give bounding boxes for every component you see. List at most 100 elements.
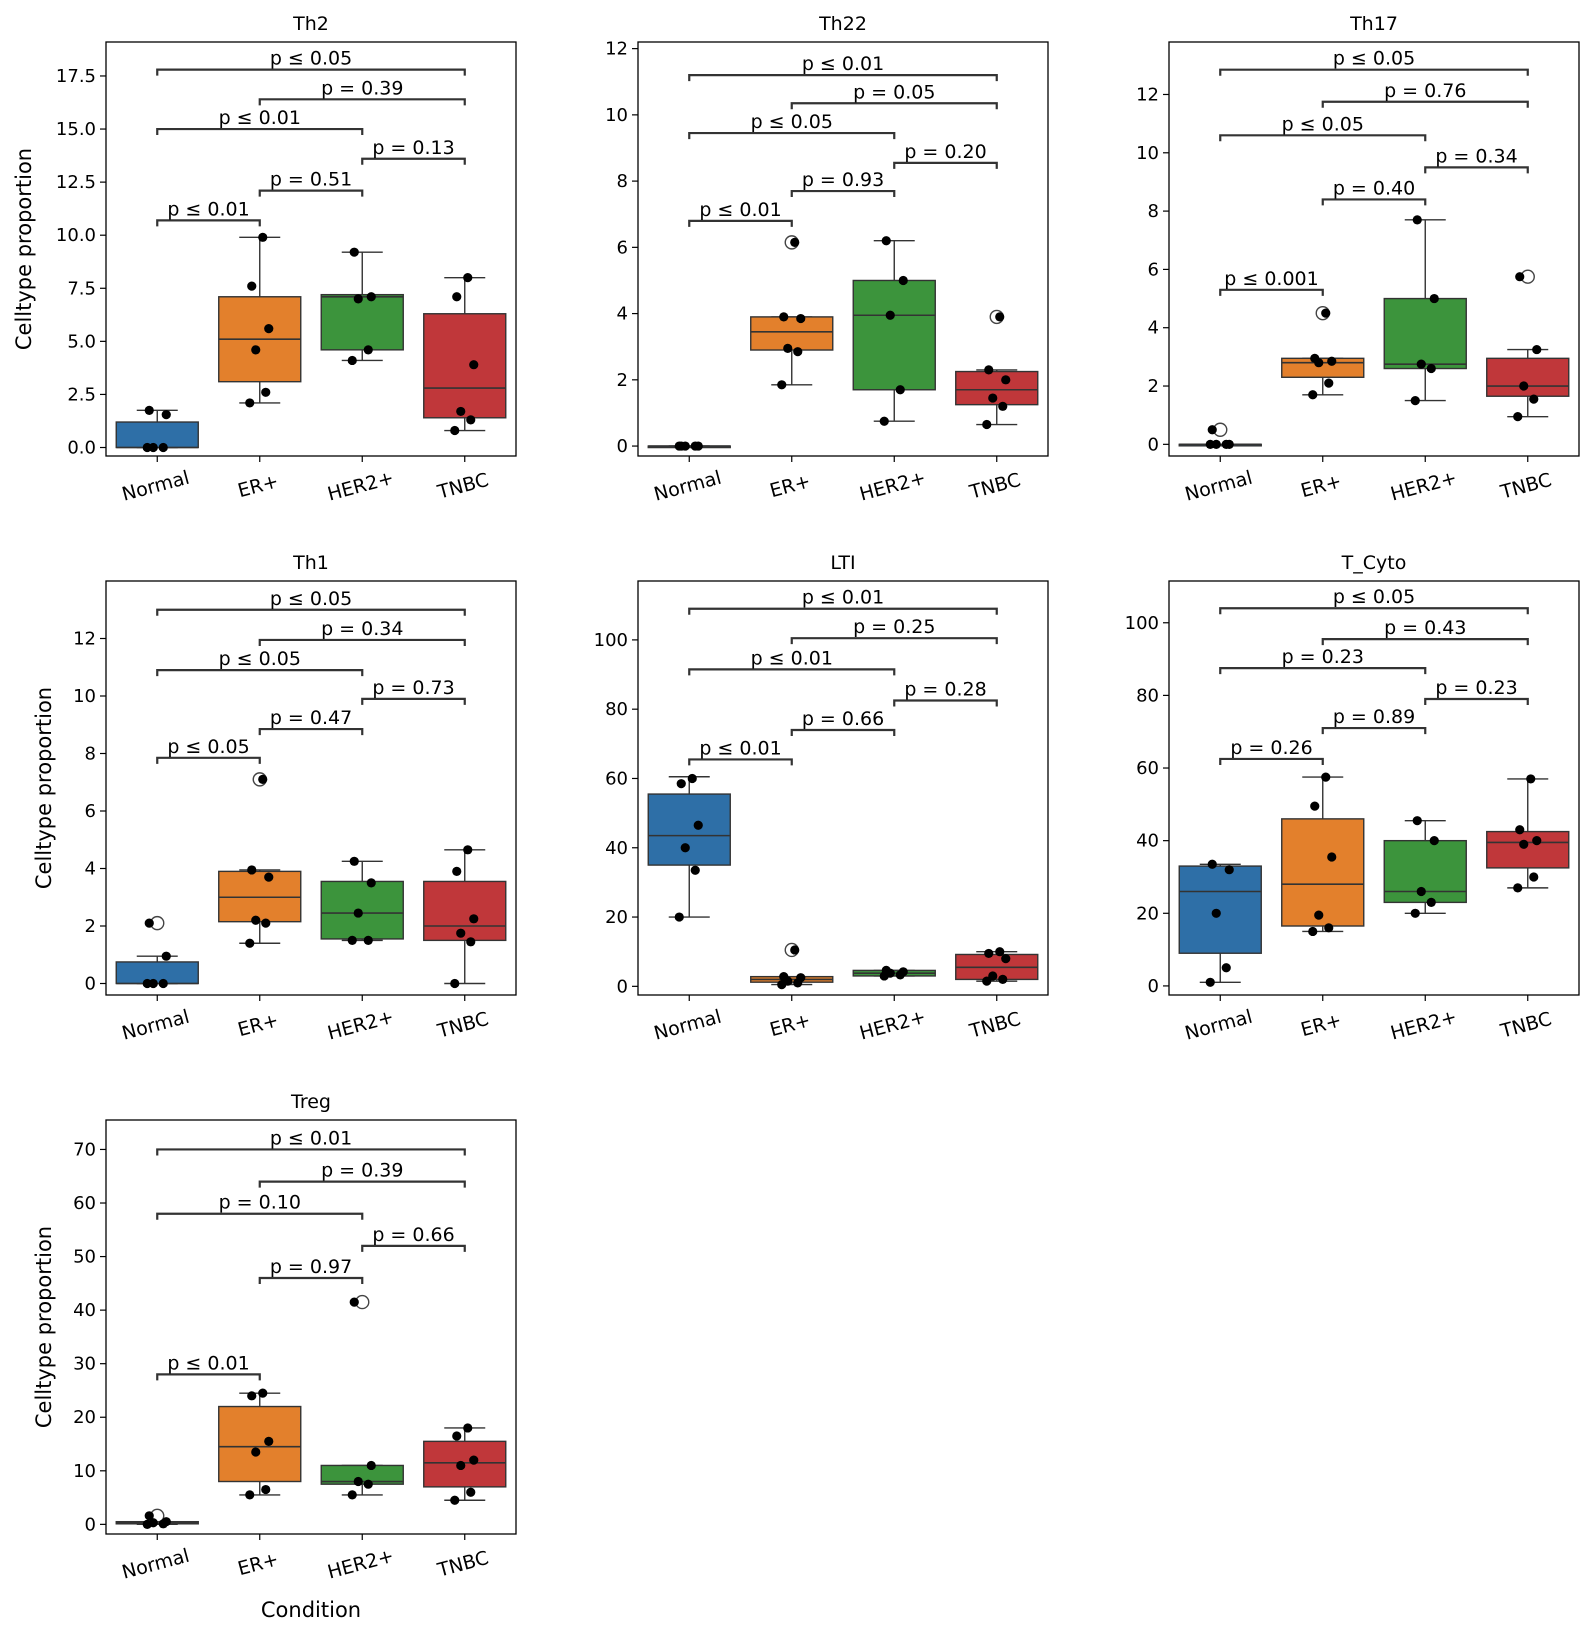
bracket-line [156,669,364,677]
data-point [885,310,895,320]
data-point [1519,381,1529,391]
panel-th2: Th2 0.0 2.5 5.0 7.5 10.0 12.5 15.0 17.5 Normal ER+… [12,13,517,506]
data-point [998,401,1008,411]
significance-bracket: p = 0.43 [1321,617,1529,646]
x-tick-label: ER+ [1298,1009,1343,1041]
p-value-label: p = 0.97 [270,1256,352,1278]
data-point [258,774,268,784]
data-point [366,1460,376,1471]
p-value-label: p = 0.93 [802,169,884,191]
data-point [779,972,789,982]
y-tick-label: 4 [85,859,96,880]
data-point [366,292,376,302]
data-point [456,406,466,417]
data-point [1426,897,1436,907]
data-point [1321,772,1331,782]
significance-bracket: p = 0.47 [258,707,364,736]
box-iqr [1486,830,1570,869]
y-tick-label: 17.5 [56,66,96,87]
data-point [881,236,891,246]
data-point [1513,883,1523,893]
bracket-line [790,637,998,645]
x-tick-label: HER2+ [857,1006,928,1045]
box-er [1281,305,1365,400]
p-value-label: p ≤ 0.01 [751,647,833,669]
p-value-label: p = 0.51 [270,169,352,191]
significance-bracket: p = 0.10 [156,1192,364,1220]
box-iqr [320,880,404,940]
box-tnbc [955,309,1039,430]
data-point [1526,774,1536,784]
x-tick-label: Normal [120,467,192,506]
y-tick-label: 80 [1136,685,1159,706]
data-point [1429,293,1439,304]
bracket-line [1219,607,1529,615]
data-point [450,978,460,989]
data-point [793,347,803,357]
box-iqr [1178,865,1262,954]
data-point [261,1484,271,1495]
data-point [1529,394,1539,404]
y-tick-label: 60 [605,768,628,789]
x-tick-label: ER+ [1298,470,1343,502]
data-point [349,247,359,257]
x-tick-label: HER2+ [857,467,928,506]
panel-lti: LTI 0 20 40 60 80 100 Normal ER+ HER2+ TNBC p ≤ 0.0… [594,552,1049,1045]
box-tnbc [1486,774,1570,893]
box-iqr [320,293,404,351]
data-point [1519,839,1529,849]
bracket-line [258,1180,466,1188]
box-normal [115,915,199,989]
p-value-label: p = 0.89 [1333,706,1415,728]
p-value-label: p = 0.23 [1435,677,1517,699]
data-point [144,405,154,415]
significance-bracket: p = 0.39 [258,77,466,106]
significance-bracket: p = 0.89 [1321,706,1427,735]
panel-title: LTI [830,552,855,574]
data-point [450,1495,460,1505]
x-tick-label: Normal [120,1545,192,1584]
data-point [995,947,1005,957]
panel-title: Th2 [292,13,329,35]
data-point [247,281,257,291]
data-point [469,1455,479,1465]
box-normal [1178,422,1262,449]
significance-bracket: p = 0.28 [893,679,998,707]
p-value-label: p ≤ 0.05 [1333,48,1415,70]
data-point [1532,836,1542,846]
bracket-line [258,1276,364,1284]
data-point [450,425,460,436]
data-point [988,971,998,981]
data-point [1324,923,1334,933]
data-point [1001,375,1011,385]
significance-bracket: p ≤ 0.01 [688,647,896,676]
y-tick-label: 0.0 [67,438,96,459]
bracket-line [258,189,364,197]
box-normal [115,1508,199,1529]
bracket-line [156,608,466,616]
data-point [1416,359,1426,369]
data-point [984,365,994,375]
data-point [347,1490,357,1500]
data-point [264,872,274,882]
y-tick-label: 12 [1136,84,1159,105]
bracket-line [688,131,896,140]
p-value-label: p = 0.73 [372,677,454,699]
bracket-line [1219,288,1324,296]
data-point [988,393,998,403]
axes-frame [105,580,517,996]
data-point [347,935,357,945]
y-axis-label: Celltype proportion [12,148,36,350]
bracket-line [688,74,998,82]
significance-bracket: p ≤ 0.05 [688,111,896,140]
y-tick-label: 40 [73,1300,96,1321]
p-value-label: p ≤ 0.01 [802,53,884,75]
axes-frame [1168,580,1580,996]
data-point [1310,801,1320,811]
x-tick-label: Normal [1183,1006,1255,1045]
p-value-label: p ≤ 0.01 [167,1352,249,1374]
y-tick-label: 0 [85,1514,96,1535]
box-iqr [218,1405,302,1483]
significance-bracket: p = 0.25 [790,616,998,645]
significance-bracket: p = 0.26 [1219,737,1324,765]
